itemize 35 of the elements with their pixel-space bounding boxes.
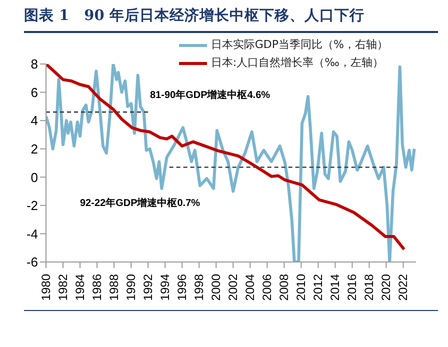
y-tick-label: 8 <box>30 56 38 72</box>
x-tick-label: 1986 <box>90 274 104 301</box>
x-tick-label: 2016 <box>345 274 360 301</box>
x-tick-label: 1996 <box>175 274 190 301</box>
legend-label: 日本:人口自然增长率（‰，左轴） <box>210 55 384 71</box>
y-tick-label: 6 <box>30 84 38 100</box>
x-tick-label: 2000 <box>209 274 224 301</box>
x-tick-label: 1998 <box>192 274 206 301</box>
y-tick-label: 0 <box>30 170 38 185</box>
x-tick-label: 2018 <box>362 274 376 301</box>
x-tick-label: 2010 <box>294 274 308 301</box>
y-tick-label: 4 <box>30 113 38 128</box>
x-tick-label: 1982 <box>56 274 70 301</box>
y-tick-label: -4 <box>26 226 38 242</box>
x-tick-label: 1990 <box>124 274 138 301</box>
y-tick-label: -2 <box>26 198 38 214</box>
x-tick-label: 2002 <box>226 274 240 301</box>
annotation: 81-90年GDP增速中枢4.6% <box>150 88 270 102</box>
x-tick-label: 2022 <box>396 274 410 301</box>
legend-label: 日本实际GDP当季同比（%，右轴） <box>210 37 388 53</box>
x-tick-label: 2012 <box>311 274 326 301</box>
x-tick-label: 1984 <box>73 274 88 301</box>
y-tick-label: 2 <box>30 141 38 156</box>
chart-title: 图表 1 90 年后日本经济增长中枢下移、人口下行 <box>24 6 364 25</box>
annotation: 92-22年GDP增速中枢0.7% <box>80 196 200 210</box>
x-tick-label: 2008 <box>277 274 292 301</box>
x-tick-label: 2014 <box>328 274 342 301</box>
x-tick-label: 2004 <box>243 274 258 301</box>
x-tick-label: 1992 <box>141 274 156 301</box>
x-tick-label: 2020 <box>379 274 394 301</box>
x-tick-label: 1980 <box>39 274 53 301</box>
x-tick-label: 1988 <box>107 274 122 301</box>
x-tick-label: 1994 <box>158 274 172 301</box>
x-tick-label: 2006 <box>260 274 274 301</box>
y-tick-label: -6 <box>26 254 38 270</box>
